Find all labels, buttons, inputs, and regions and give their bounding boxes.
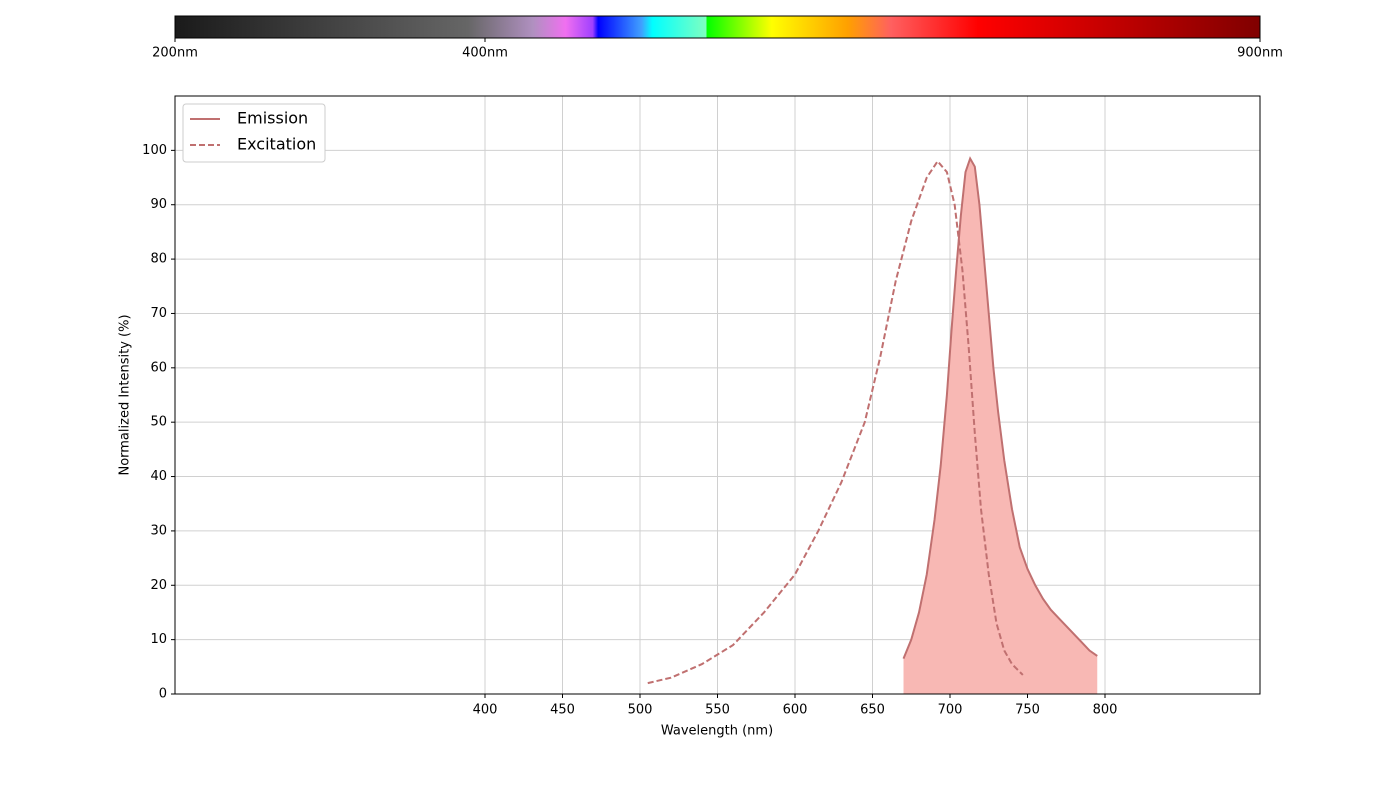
legend-label: Excitation bbox=[237, 135, 316, 154]
y-tick-label: 30 bbox=[150, 523, 167, 538]
x-tick-label: 650 bbox=[860, 703, 885, 718]
line bbox=[647, 159, 1024, 685]
y-tick-label: 60 bbox=[150, 360, 167, 375]
y-tick-label: 80 bbox=[150, 252, 167, 267]
x-tick-label: 600 bbox=[783, 703, 808, 718]
x-tick-label: 700 bbox=[938, 703, 963, 718]
y-tick-label: 40 bbox=[150, 469, 167, 484]
legend-label: Emission bbox=[237, 109, 308, 128]
y-axis-label: Normalized Intensity (%) bbox=[118, 314, 133, 475]
colorbar-tick-label: 400nm bbox=[462, 46, 508, 61]
y-tick-label: 50 bbox=[150, 415, 167, 430]
y-tick-label: 90 bbox=[150, 197, 167, 212]
y-tick-label: 100 bbox=[142, 143, 167, 158]
x-tick-label: 500 bbox=[628, 703, 653, 718]
legend: Emission Excitation bbox=[182, 103, 326, 163]
y-tick-label: 20 bbox=[150, 578, 167, 593]
x-tick-label: 400 bbox=[473, 703, 498, 718]
y-tick-label: 70 bbox=[150, 306, 167, 321]
x-tick-label: 550 bbox=[705, 703, 730, 718]
area bbox=[903, 158, 1098, 694]
colorbar-tick-label: 200nm bbox=[152, 46, 198, 61]
x-tick-label: 800 bbox=[1093, 703, 1118, 718]
spectrum-bar bbox=[174, 15, 1261, 39]
x-tick-label: 450 bbox=[550, 703, 575, 718]
line bbox=[902, 156, 1098, 660]
y-tick-label: 10 bbox=[150, 632, 167, 647]
x-tick-label: 750 bbox=[1015, 703, 1040, 718]
y-tick-label: 0 bbox=[159, 687, 167, 702]
x-axis-label: Wavelength (nm) bbox=[661, 724, 773, 739]
colorbar-tick-label: 900nm bbox=[1237, 46, 1283, 61]
